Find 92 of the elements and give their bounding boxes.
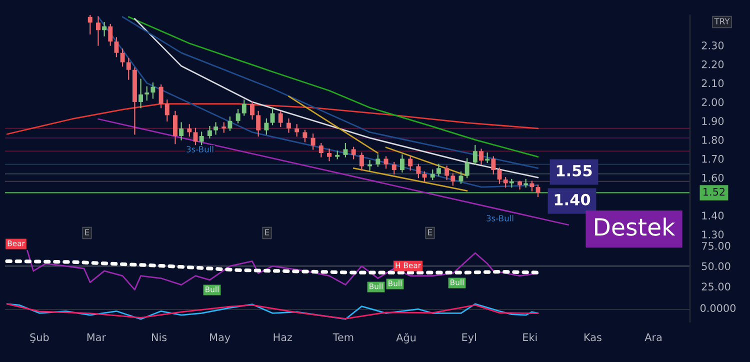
x-tick-label: Tem — [332, 333, 354, 342]
candlestick — [530, 180, 534, 192]
candlestick — [126, 58, 131, 80]
candlestick — [102, 22, 107, 36]
candlestick — [384, 156, 388, 169]
candlestick — [222, 122, 226, 133]
candlestick — [108, 24, 113, 46]
candlestick — [408, 156, 413, 171]
x-tick-label: Kas — [584, 333, 602, 342]
candlestick — [158, 84, 164, 108]
candlestick — [264, 118, 269, 135]
candlestick — [193, 128, 198, 146]
candlestick — [214, 122, 218, 135]
x-tick-label: Ara — [644, 333, 662, 342]
candlestick — [392, 162, 396, 174]
candlestick — [430, 169, 435, 180]
y-tick-label: 2.10 — [702, 79, 724, 88]
candlestick — [302, 130, 308, 142]
ref-line-label: 1.52 — [704, 188, 725, 196]
x-tick-label: Nis — [152, 333, 167, 342]
y-tick-label: 1.90 — [702, 117, 724, 125]
x-tick-label: Mar — [87, 333, 106, 342]
candlestick — [416, 164, 421, 178]
annotation: E — [265, 229, 270, 236]
x-tick-label: Şub — [30, 333, 49, 344]
candlestick — [450, 173, 456, 186]
candlestick — [351, 146, 356, 160]
candlestick — [207, 126, 212, 138]
candlestick — [187, 124, 192, 137]
candlestick — [485, 152, 490, 164]
candlestick — [138, 78, 144, 108]
candlestick — [491, 156, 496, 174]
x-tick-label: Eyl — [462, 333, 476, 344]
candlestick — [228, 116, 232, 131]
candlestick — [294, 124, 300, 137]
candlestick — [359, 152, 364, 171]
annotation: E — [428, 229, 432, 236]
x-tick-label: Haz — [274, 333, 292, 342]
candlestick — [318, 143, 324, 158]
candlestick — [120, 48, 125, 67]
y-tick-label: 1.30 — [702, 230, 724, 238]
x-tick-label: May — [210, 333, 230, 344]
y-tick-label: 25.00 — [702, 282, 730, 291]
candlestick — [327, 148, 332, 162]
candlestick — [464, 158, 470, 178]
y-tick-label: 1.80 — [702, 136, 724, 144]
candlestick — [250, 101, 254, 120]
y-tick-label: 1.60 — [702, 174, 724, 182]
annotation: Destek — [595, 218, 676, 236]
candlestick — [173, 110, 178, 144]
candlestick — [472, 144, 478, 165]
y-tick-label: 2.00 — [702, 98, 724, 106]
candlestick — [179, 122, 184, 140]
annotation: E — [85, 229, 90, 236]
candlestick — [144, 86, 150, 101]
line-series — [5, 259, 540, 274]
candlestick — [199, 132, 204, 146]
x-tick-label: Ağu — [396, 333, 416, 344]
candlestick — [242, 100, 246, 116]
candlestick — [368, 160, 372, 171]
candlestick — [286, 118, 291, 133]
text: 0.0000 — [700, 304, 736, 312]
y-tick-label: 1.70 — [702, 154, 724, 163]
candlestick — [503, 177, 508, 188]
annotation: 3s-Bull — [486, 214, 514, 222]
candlestick — [270, 107, 275, 126]
text: TRY — [714, 18, 730, 24]
candlestick — [256, 110, 261, 137]
annotation: 1.40 — [554, 194, 590, 206]
y-tick-label: 2.20 — [702, 60, 724, 68]
candlestick — [310, 134, 316, 150]
candlestick — [164, 100, 170, 122]
annotation: 3s-Bull — [186, 146, 214, 152]
y-tick-label: 2.30 — [702, 41, 724, 50]
candlestick — [444, 166, 450, 180]
candlestick — [497, 168, 502, 184]
candlestick — [458, 171, 464, 184]
candlestick — [96, 16, 100, 46]
candlestick — [236, 108, 240, 124]
candlestick — [436, 164, 441, 176]
candlestick — [114, 37, 119, 58]
candlestick — [150, 82, 156, 99]
candlestick — [343, 143, 348, 158]
candlestick — [400, 154, 404, 172]
y-tick-label: 75.00 — [702, 242, 730, 250]
x-tick-label: Eki — [523, 333, 537, 342]
candlestick — [376, 154, 380, 167]
candlestick — [278, 110, 283, 128]
y-tick-label: 1.40 — [702, 212, 724, 220]
candlestick — [479, 148, 484, 165]
annotation: 1.55 — [556, 165, 592, 176]
y-tick-label: 50.00 — [702, 262, 730, 270]
